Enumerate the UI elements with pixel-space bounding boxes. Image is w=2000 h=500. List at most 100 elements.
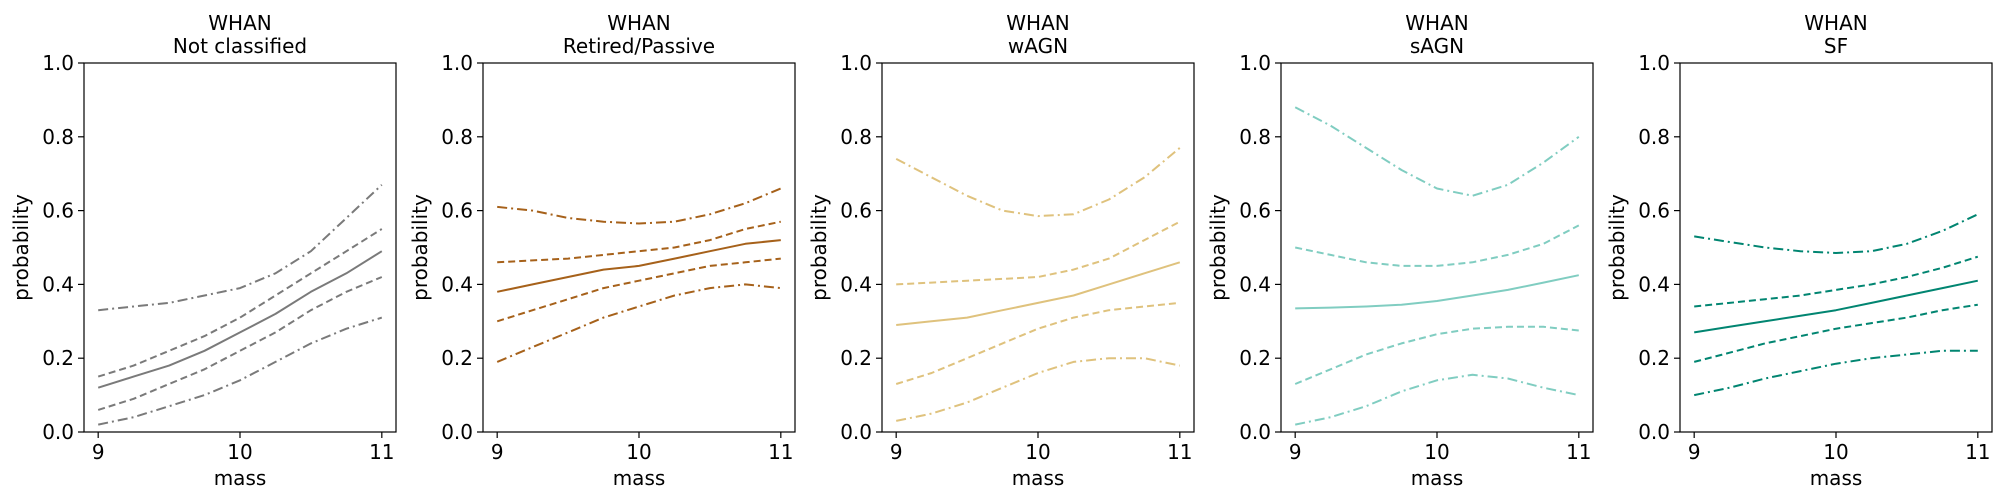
x-axis-label: mass	[1012, 466, 1065, 490]
x-tick-label: 11	[369, 440, 394, 464]
y-tick-label: 1.0	[840, 51, 872, 75]
y-tick-label: 0.0	[840, 420, 872, 444]
y-tick-label: 0.8	[441, 125, 473, 149]
x-axis-label: mass	[1411, 466, 1464, 490]
series-dashed-line-2	[497, 220, 782, 264]
y-tick-label: 0.4	[1638, 272, 1670, 296]
y-tick-label: 0.2	[840, 346, 872, 370]
y-tick-label: 0.2	[1239, 346, 1271, 370]
y-tick-label: 0.4	[1239, 272, 1271, 296]
plot-frame	[881, 62, 1195, 433]
x-tick-label: 10	[1424, 440, 1449, 464]
x-tick-label: 9	[92, 440, 105, 464]
x-tick-label: 10	[1025, 440, 1050, 464]
y-tick-label: 0.6	[1239, 199, 1271, 223]
series-dashed-line-3	[496, 257, 781, 323]
y-axis-label: probability	[807, 194, 831, 301]
series-dashed-line-2	[1294, 224, 1580, 267]
subplot-title-line-1: WHAN	[607, 11, 670, 35]
y-tick-label: 1.0	[441, 51, 473, 75]
subplot-title-line-1: WHAN	[1405, 11, 1468, 35]
x-tick-label: 9	[890, 440, 903, 464]
x-tick-label: 10	[227, 440, 252, 464]
series-dashdot-line-4	[1294, 106, 1580, 197]
y-tick-label: 0.2	[1638, 346, 1670, 370]
series-dashdot-line-5	[895, 357, 1181, 422]
y-tick-label: 0.0	[1638, 420, 1670, 444]
series-dashdot-line-4	[497, 187, 782, 225]
subplot-title-line-2: SF	[1824, 34, 1848, 58]
x-tick-label: 11	[768, 440, 793, 464]
plot-frame	[1679, 62, 1993, 433]
x-tick-label: 10	[1823, 440, 1848, 464]
plot-frame	[1280, 62, 1594, 433]
series-dashdot-line-5	[97, 316, 383, 426]
x-tick-label: 9	[491, 440, 504, 464]
subplot-title-line-2: sAGN	[1410, 34, 1464, 58]
series-dashdot-line-5	[1693, 349, 1978, 397]
subplot-title-line-1: WHAN	[208, 11, 271, 35]
y-tick-label: 0.0	[42, 420, 74, 444]
y-tick-label: 0.8	[1239, 125, 1271, 149]
series-solid-line-1	[496, 239, 781, 293]
y-axis-label: probability	[408, 194, 432, 301]
series-dashed-line-3	[97, 276, 383, 411]
series-dashdot-line-5	[496, 283, 781, 363]
y-axis-label: probability	[9, 194, 33, 301]
plot-frame	[482, 62, 796, 433]
x-tick-label: 11	[1965, 440, 1990, 464]
series-dashed-line-2	[1694, 255, 1979, 308]
x-tick-label: 10	[626, 440, 651, 464]
x-tick-label: 11	[1167, 440, 1192, 464]
series-dashed-line-2	[896, 220, 1181, 286]
y-tick-label: 1.0	[42, 51, 74, 75]
y-tick-label: 0.2	[42, 346, 74, 370]
subplot-title-line-2: Retired/Passive	[563, 34, 715, 58]
x-axis-label: mass	[613, 466, 666, 490]
y-tick-label: 0.8	[1638, 125, 1670, 149]
series-solid-line-1	[97, 250, 383, 389]
subplot-title-line-1: WHAN	[1804, 11, 1867, 35]
y-tick-label: 0.0	[441, 420, 473, 444]
series-dashdot-line-4	[895, 147, 1181, 218]
y-tick-label: 1.0	[1239, 51, 1271, 75]
y-tick-label: 0.0	[1239, 420, 1271, 444]
x-tick-label: 9	[1289, 440, 1302, 464]
y-tick-label: 0.4	[441, 272, 473, 296]
y-tick-label: 0.4	[840, 272, 872, 296]
subplot-title-line-2: wAGN	[1008, 34, 1068, 58]
series-dashdot-line-4	[98, 184, 383, 312]
x-tick-label: 9	[1688, 440, 1701, 464]
y-tick-label: 0.6	[441, 199, 473, 223]
y-tick-label: 0.6	[42, 199, 74, 223]
series-dashdot-line-5	[1294, 373, 1580, 426]
y-axis-label: probability	[1206, 194, 1230, 301]
series-solid-line-1	[1694, 279, 1979, 334]
y-axis-label: probability	[1605, 194, 1629, 301]
y-tick-label: 0.6	[1638, 199, 1670, 223]
series-dashed-line-2	[97, 228, 383, 378]
x-tick-label: 11	[1566, 440, 1591, 464]
y-tick-label: 0.8	[42, 125, 74, 149]
series-dashed-line-3	[1693, 303, 1978, 363]
y-tick-label: 0.8	[840, 125, 872, 149]
y-tick-label: 0.2	[441, 346, 473, 370]
y-tick-label: 0.4	[42, 272, 74, 296]
y-tick-label: 0.6	[840, 199, 872, 223]
series-dashed-line-3	[1294, 325, 1579, 385]
series-solid-line-1	[896, 261, 1181, 326]
x-axis-label: mass	[214, 466, 267, 490]
series-dashed-line-3	[895, 301, 1180, 385]
series-solid-line-1	[1295, 274, 1580, 310]
subplot-title-line-1: WHAN	[1006, 11, 1069, 35]
y-tick-label: 1.0	[1638, 51, 1670, 75]
x-axis-label: mass	[1810, 466, 1863, 490]
series-dashdot-line-4	[1694, 213, 1979, 254]
subplot-title-line-2: Not classified	[173, 34, 307, 58]
